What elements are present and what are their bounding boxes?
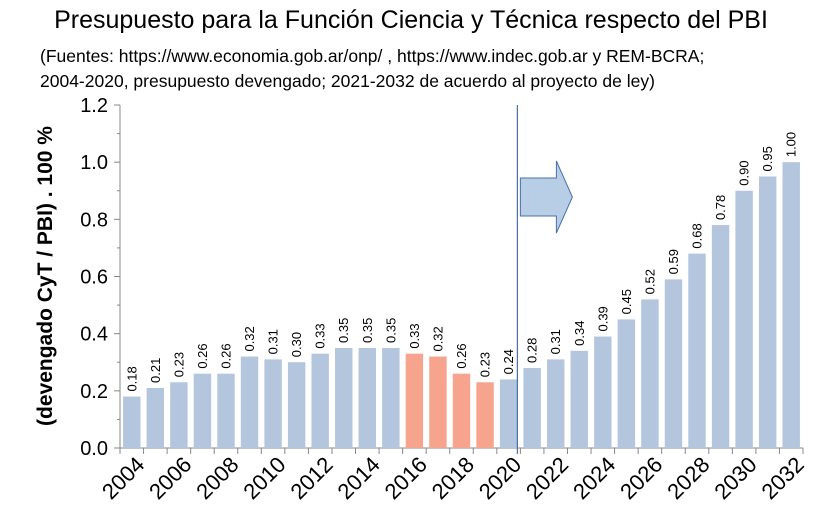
x-tick-label: 2030 [709, 452, 761, 504]
bar [287, 362, 306, 448]
x-tick-label: 2016 [380, 452, 432, 504]
bar [570, 350, 588, 448]
bar [170, 382, 188, 448]
bar-value-label: 0.39 [595, 306, 610, 331]
bar [735, 190, 753, 448]
x-tick-label: 2010 [238, 452, 290, 504]
bar [758, 176, 777, 449]
bar-value-label: 0.32 [430, 326, 445, 351]
bar-value-label: 0.45 [619, 289, 634, 314]
bar [782, 162, 800, 448]
bar [429, 356, 447, 448]
chart-subtitle: (Fuentes: https://www.economia.gob.ar/on… [40, 44, 820, 94]
bar-value-label: 0.30 [289, 332, 304, 357]
bar-value-label: 0.52 [642, 269, 657, 294]
bar-value-label: 0.59 [666, 249, 681, 274]
bar-value-label: 1.00 [784, 132, 799, 157]
y-tick-label: 0.6 [80, 267, 108, 289]
x-tick-label: 2008 [191, 452, 243, 504]
bar-value-label: 0.18 [124, 366, 139, 391]
bar-value-label: 0.68 [690, 223, 705, 248]
bar-value-label: 0.28 [525, 338, 540, 363]
bar-value-label: 0.24 [501, 349, 516, 374]
subtitle-line-1: (Fuentes: https://www.economia.gob.ar/on… [40, 46, 705, 66]
bar [617, 319, 636, 448]
x-tick-label: 2020 [474, 452, 526, 504]
bar-value-label: 0.31 [266, 329, 281, 354]
bar [382, 347, 400, 448]
bar [335, 347, 353, 448]
bar-value-label: 0.35 [360, 318, 375, 343]
bar [311, 353, 329, 448]
chart-title: Presupuesto para la Función Ciencia y Té… [54, 6, 768, 34]
bar-value-label: 0.26 [195, 343, 210, 368]
bar [452, 373, 471, 448]
bar-value-label: 0.90 [737, 160, 752, 185]
bar [664, 279, 683, 448]
y-tick-label: 0.0 [80, 438, 108, 460]
bar-value-label: 0.33 [407, 323, 422, 348]
bar [688, 253, 706, 448]
bar [711, 225, 730, 448]
bar-value-label: 0.35 [336, 318, 351, 343]
bar-value-label: 0.31 [548, 329, 563, 354]
x-tick-label: 2018 [427, 452, 479, 504]
bar-value-label: 0.78 [713, 195, 728, 220]
x-tick-label: 2032 [756, 452, 808, 504]
y-tick-label: 1.2 [80, 95, 108, 117]
y-tick-label: 0.4 [80, 324, 108, 346]
bar-value-label: 0.32 [242, 326, 257, 351]
bar [641, 299, 659, 448]
bar-value-label: 0.95 [760, 146, 775, 171]
bar [146, 387, 165, 448]
y-tick-label: 0.2 [80, 381, 108, 403]
bar [476, 382, 494, 448]
bar [240, 356, 259, 448]
bar-value-label: 0.26 [218, 343, 233, 368]
bar [405, 353, 424, 448]
x-tick-label: 2028 [662, 452, 714, 504]
bar [193, 373, 212, 448]
bar [264, 359, 282, 448]
subtitle-line-2: 2004-2020, presupuesto devengado; 2021-2… [40, 71, 655, 91]
bar-value-label: 0.26 [454, 343, 469, 368]
bar [546, 359, 565, 448]
x-tick-label: 2022 [521, 452, 573, 504]
y-tick-label: 1.0 [80, 152, 108, 174]
bar-value-label: 0.23 [171, 352, 186, 377]
bar-value-label: 0.21 [148, 358, 163, 383]
y-tick-label: 0.8 [80, 209, 108, 231]
bar-value-label: 0.35 [383, 318, 398, 343]
bar-value-label: 0.33 [313, 323, 328, 348]
bar [523, 367, 541, 448]
bar-value-label: 0.34 [572, 321, 587, 346]
x-tick-label: 2024 [568, 452, 620, 504]
bar [499, 379, 518, 448]
y-axis-title: (devengado CyT / PBI) . 100 % [34, 126, 57, 426]
x-tick-label: 2006 [144, 452, 196, 504]
bar [123, 396, 141, 448]
x-tick-label: 2014 [333, 452, 385, 504]
bar [594, 336, 612, 448]
bar [358, 347, 377, 448]
x-tick-label: 2026 [615, 452, 667, 504]
bar [217, 373, 235, 448]
projection-arrow-icon [519, 160, 573, 234]
bar-value-label: 0.23 [478, 352, 493, 377]
x-tick-label: 2012 [285, 452, 337, 504]
